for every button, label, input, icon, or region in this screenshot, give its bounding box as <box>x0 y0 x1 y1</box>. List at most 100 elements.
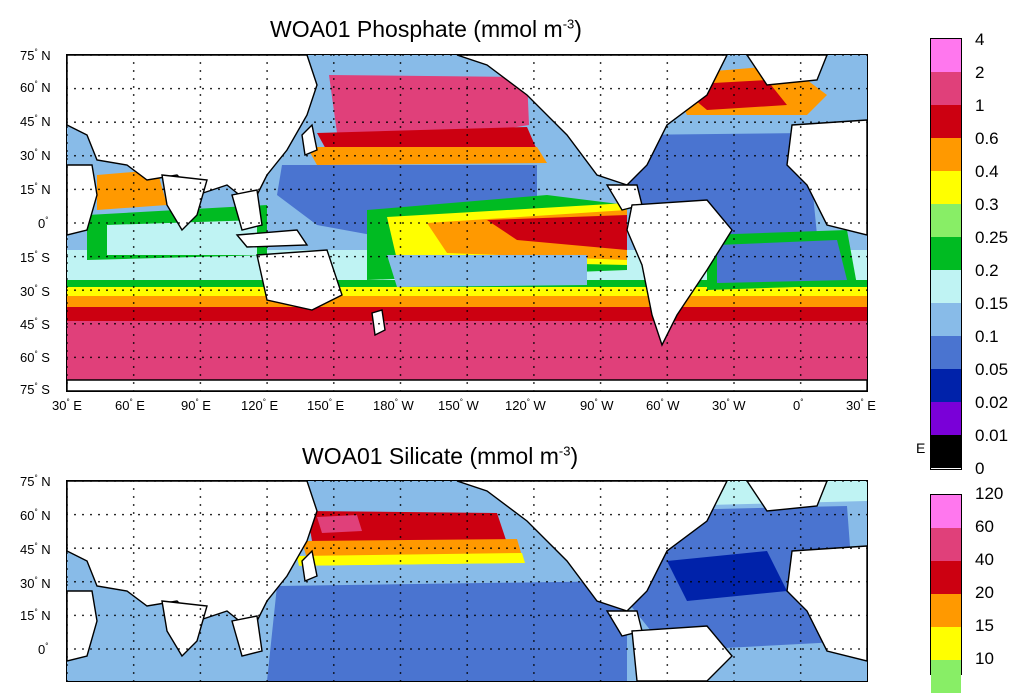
land-eurasia <box>67 481 318 633</box>
colorbar-value-label: 2 <box>975 63 985 82</box>
lat-label: 30° N <box>20 147 51 163</box>
land-indochina <box>231 189 263 231</box>
landmasses <box>67 481 867 681</box>
lat-label: 60° N <box>20 79 51 95</box>
lon-label: 30° E <box>52 397 82 413</box>
lon-label: 30° W <box>712 397 746 413</box>
lat-label: 45° N <box>20 541 51 557</box>
colorbar-swatch <box>931 561 961 594</box>
lat-label: 30° N <box>20 575 51 591</box>
colorbar-swatch <box>931 72 961 105</box>
southern-ocean-band <box>67 317 867 391</box>
colorbar-swatch <box>931 171 961 204</box>
silicate-title: WOA01 Silicate (mmol m-3) <box>302 443 578 470</box>
phosphate-title-exponent: -3 <box>562 16 575 32</box>
lon-label: 120° W <box>505 397 546 413</box>
colorbar-swatch <box>931 402 961 435</box>
lon-label: 90° E <box>181 397 211 413</box>
land-greenland <box>746 55 828 86</box>
colorbar-swatch <box>931 303 961 336</box>
lat-label: 30° S <box>20 283 50 299</box>
land-japan <box>301 549 318 582</box>
phosphate-colorbar <box>930 38 962 470</box>
colorbar-swatch <box>931 660 961 693</box>
phosphate-map-svg <box>67 55 867 391</box>
south-atlantic-blue <box>717 240 847 283</box>
lat-label: 15° S <box>20 249 50 265</box>
colorbar-swatch <box>931 594 961 627</box>
land-south-america <box>631 625 733 681</box>
colorbar-swatch <box>931 435 961 468</box>
colorbar-value-label: 0.05 <box>975 360 1009 379</box>
north-pacific-red <box>317 127 537 153</box>
colorbar-swatch <box>931 627 961 660</box>
lon-label: 150° W <box>438 397 479 413</box>
lat-label: 75° N <box>20 47 51 63</box>
colorbar-swatch <box>931 336 961 369</box>
southern-yellow-band <box>67 287 867 296</box>
land-africa <box>67 164 98 236</box>
lon-label: 120° E <box>241 397 279 413</box>
colorbar-value-label: 120 <box>975 484 1004 503</box>
phosphate-map <box>66 54 868 392</box>
colorbar-extra-label: E <box>916 440 926 456</box>
colorbar-value-label: 0 <box>975 459 985 478</box>
colorbar-value-label: 0.1 <box>975 327 999 346</box>
graticule <box>67 55 867 391</box>
colorbar-value-label: 15 <box>975 616 994 635</box>
colorbar-value-label: 4 <box>975 30 985 49</box>
lat-label: 45° N <box>20 113 51 129</box>
silicate-title-close: ) <box>570 443 579 469</box>
colorbar-value-label: 60 <box>975 517 994 536</box>
land-greenland <box>746 481 828 512</box>
pacific-blue <box>267 581 627 681</box>
lat-label: 45° S <box>20 316 50 332</box>
colorbar-swatch <box>931 204 961 237</box>
lat-label: 0° <box>38 215 49 231</box>
lat-label: 60° N <box>20 507 51 523</box>
lon-label: 90° W <box>580 397 614 413</box>
silicate-title-text: WOA01 Silicate (mmol m <box>302 443 559 469</box>
north-atlantic-navy <box>667 551 787 601</box>
lat-label: 15° N <box>20 607 51 623</box>
land-south-america <box>626 199 733 347</box>
colorbar-value-label: 40 <box>975 550 994 569</box>
lat-label: 15° N <box>20 181 51 197</box>
north-pacific-yellow <box>297 553 525 566</box>
colorbar-value-label: 20 <box>975 583 994 602</box>
colorbar-swatch <box>931 39 961 72</box>
land-africa <box>67 590 98 662</box>
lat-label: 60° S <box>20 349 50 365</box>
lon-label: 0° <box>793 397 804 413</box>
phosphate-title-close: ) <box>574 16 582 42</box>
eq-pacific-red <box>487 215 627 250</box>
silicate-title-exponent: -3 <box>558 443 571 459</box>
lat-label: 75° N <box>20 473 51 489</box>
land-indochina <box>231 615 263 657</box>
indian-lightblue <box>67 596 267 681</box>
southern-orange-band <box>67 295 867 307</box>
land-japan <box>301 123 318 156</box>
north-pacific-pink <box>329 75 529 137</box>
land-eurasia <box>67 55 318 207</box>
colorbar-swatch <box>931 105 961 138</box>
silicate-map-svg <box>67 481 867 681</box>
lon-label: 60° W <box>646 397 680 413</box>
land-india <box>161 600 208 658</box>
south-pacific-blue <box>387 255 587 287</box>
lon-label: 180° W <box>373 397 414 413</box>
colorbar-value-label: 1 <box>975 96 985 115</box>
lat-label: 0° <box>38 641 49 657</box>
colorbar-value-label: 0.6 <box>975 129 999 148</box>
colorbar-value-label: 0.02 <box>975 393 1009 412</box>
lon-label: 30° E <box>846 397 876 413</box>
phosphate-title-text: WOA01 Phosphate (mmol m <box>270 16 563 42</box>
colorbar-swatch <box>931 495 961 528</box>
silicate-map <box>66 480 868 682</box>
land-australia <box>256 249 343 311</box>
north-pacific-pink <box>317 515 362 533</box>
colorbar-value-label: 0.4 <box>975 162 999 181</box>
colorbar-value-label: 0.15 <box>975 294 1009 313</box>
phosphate-title: WOA01 Phosphate (mmol m-3) <box>270 16 582 43</box>
colorbar-value-label: 0.2 <box>975 261 999 280</box>
